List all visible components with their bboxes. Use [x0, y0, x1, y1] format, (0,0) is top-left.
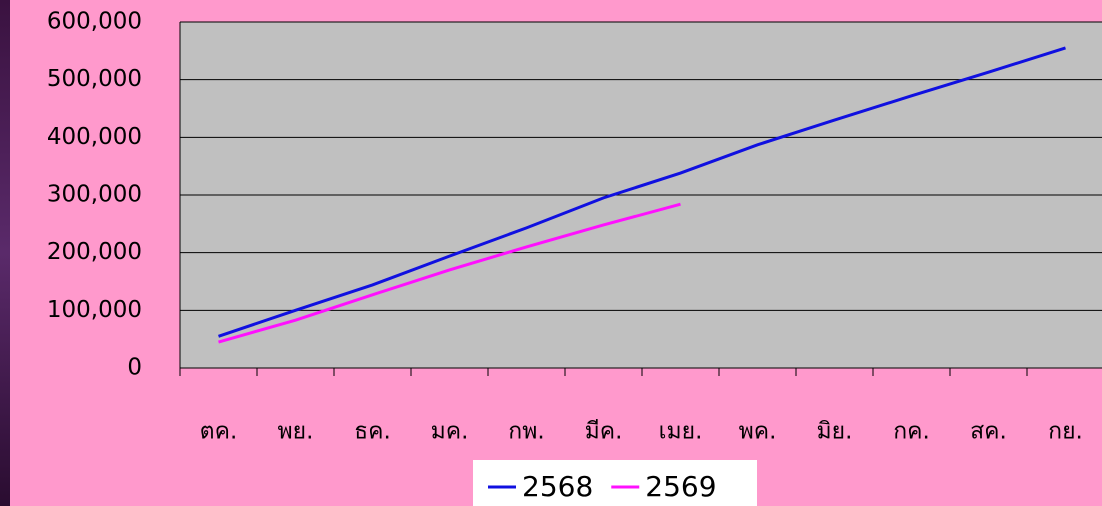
side-strip	[0, 0, 10, 506]
legend-label: 2568	[522, 470, 593, 503]
legend-label: 2569	[645, 470, 716, 503]
x-tick-label: พย.	[278, 419, 314, 445]
x-tick-label: มค.	[431, 419, 469, 445]
x-tick-label: กค.	[893, 419, 930, 445]
y-tick-label: 300,000	[47, 182, 142, 208]
y-tick-label: 0	[127, 355, 142, 381]
x-tick-label: มีค.	[585, 419, 623, 445]
y-tick-label: 600,000	[47, 9, 142, 35]
x-tick-label: ตค.	[200, 419, 238, 445]
series-line	[218, 202, 681, 344]
x-tick-label: มิย.	[817, 419, 853, 445]
x-tick-label: เมย.	[659, 419, 703, 445]
x-tick-label: พค.	[739, 419, 777, 445]
x-tick-label: กย.	[1048, 419, 1083, 445]
y-tick-label: 500,000	[47, 66, 142, 92]
x-tick-label: ธค.	[354, 419, 391, 445]
y-tick-label: 100,000	[47, 297, 142, 323]
y-tick-label: 200,000	[47, 239, 142, 265]
legend-box	[473, 460, 757, 506]
series-line	[218, 46, 1066, 338]
y-tick-label: 400,000	[47, 124, 142, 150]
x-tick-label: กพ.	[508, 419, 544, 445]
x-tick-label: สค.	[970, 419, 1007, 445]
